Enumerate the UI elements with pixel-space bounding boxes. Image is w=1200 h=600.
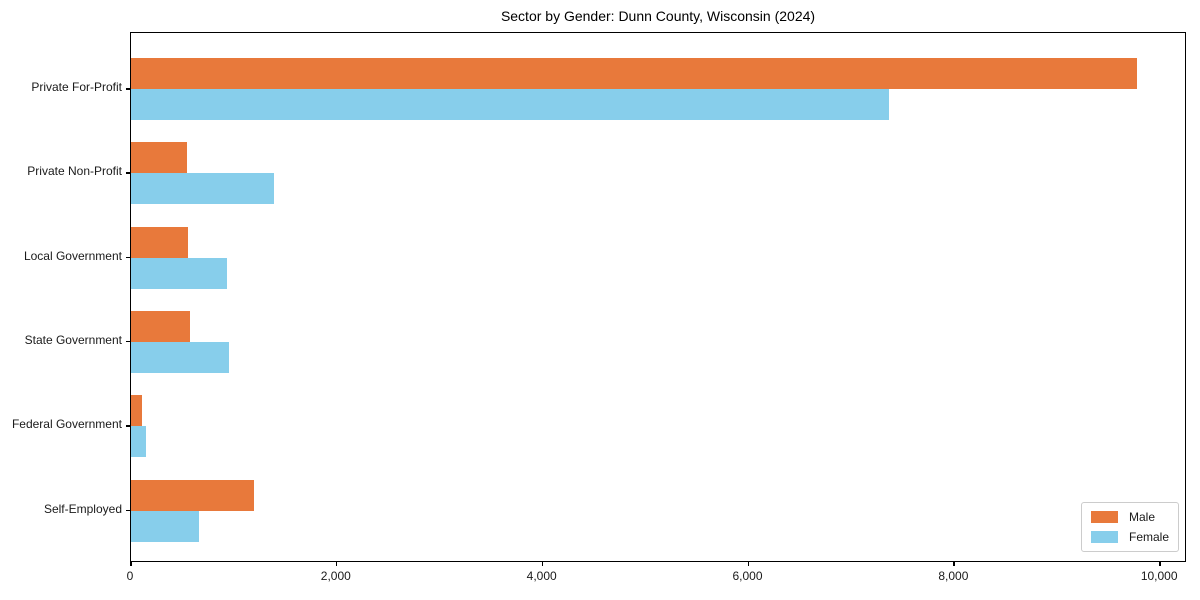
legend-label-female: Female <box>1128 530 1169 544</box>
x-tick-mark <box>130 561 132 566</box>
y-tick-mark <box>126 509 130 511</box>
y-tick-label-private-non-profit: Private Non-Profit <box>27 164 122 179</box>
bar-female-self-employed <box>131 510 199 542</box>
y-tick-label-federal-government: Federal Government <box>11 417 122 432</box>
y-tick-label-local-government: Local Government <box>23 248 122 263</box>
x-tick-label-0: 0 <box>126 569 134 583</box>
x-tick-label-4000: 4,000 <box>526 569 557 583</box>
x-tick-mark <box>335 561 338 566</box>
x-tick-label-8000: 8,000 <box>938 569 969 583</box>
y-tick-label-self-employed: Self-Employed <box>43 501 122 516</box>
bar-male-state-government <box>131 310 191 342</box>
bar-female-local-government <box>131 257 227 289</box>
bar-male-self-employed <box>131 479 254 511</box>
bar-male-private-non-profit <box>131 142 188 174</box>
x-tick-label-6000: 6,000 <box>732 569 763 583</box>
y-tick-mark <box>126 88 130 90</box>
plot-area: Male Female <box>130 32 1186 562</box>
bar-female-state-government <box>131 341 229 373</box>
bar-female-private-non-profit <box>131 173 275 205</box>
x-tick-label-2000: 2,000 <box>320 569 351 583</box>
legend-entry-female: Female <box>1090 530 1169 544</box>
x-tick-mark <box>747 561 749 566</box>
bar-male-private-for-profit <box>131 58 1137 89</box>
bar-female-private-for-profit <box>131 89 889 120</box>
legend: Male Female <box>1080 502 1179 552</box>
x-tick-mark <box>953 561 955 566</box>
bar-female-federal-government <box>131 426 146 458</box>
y-tick-mark <box>126 256 130 259</box>
bar-male-federal-government <box>131 395 143 427</box>
legend-swatch-male <box>1090 511 1118 523</box>
x-tick-mark <box>1159 561 1161 566</box>
chart-title: Sector by Gender: Dunn County, Wisconsin… <box>500 8 816 24</box>
bar-male-local-government <box>131 226 189 258</box>
y-tick-label-private-for-profit: Private For-Profit <box>31 80 122 94</box>
y-tick-mark <box>126 172 130 174</box>
legend-swatch-female <box>1090 531 1118 543</box>
y-tick-label-state-government: State Government <box>24 332 122 347</box>
y-tick-mark <box>126 340 130 343</box>
x-tick-mark <box>541 561 544 566</box>
legend-label-male: Male <box>1128 510 1155 524</box>
x-tick-label-10000: 10,000 <box>1140 569 1178 583</box>
legend-entry-male: Male <box>1090 510 1169 524</box>
y-tick-mark <box>126 425 130 427</box>
